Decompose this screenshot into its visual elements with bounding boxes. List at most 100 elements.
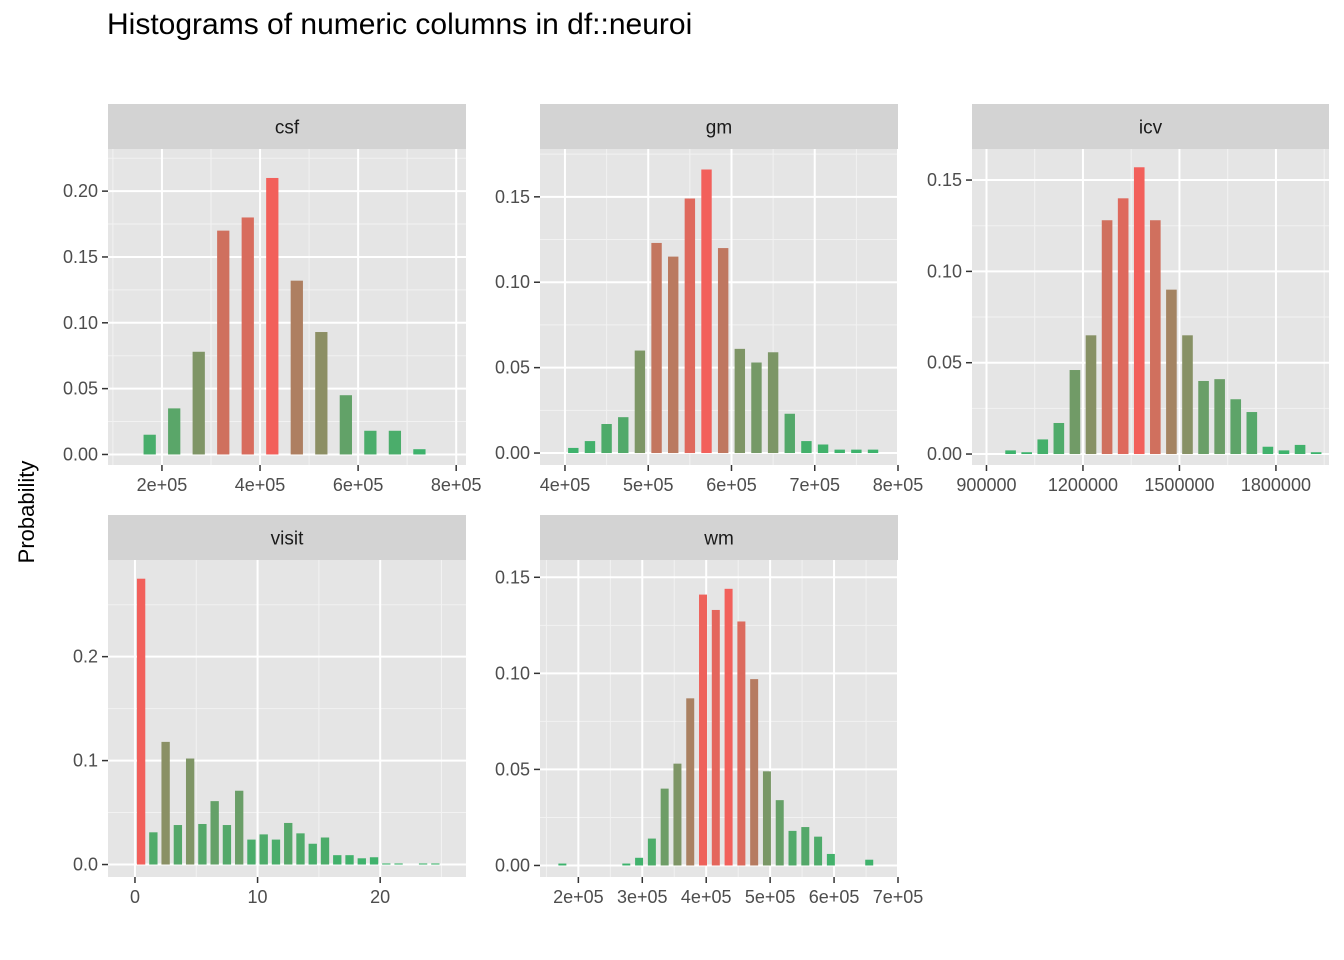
x-tick-label-csf: 4e+05 xyxy=(235,475,286,495)
bar-csf xyxy=(315,332,328,455)
bar-visit xyxy=(284,822,293,865)
bar-gm xyxy=(584,441,596,454)
y-tick-label-csf: 0.20 xyxy=(63,181,98,201)
y-tick-label-icv: 0.10 xyxy=(927,261,962,281)
y-tick-label-csf: 0.10 xyxy=(63,313,98,333)
bar-wm xyxy=(660,788,669,866)
strip-csf xyxy=(108,104,466,149)
bar-gm xyxy=(784,413,795,454)
y-tick-label-csf: 0.00 xyxy=(63,444,98,464)
bar-wm xyxy=(711,609,720,866)
y-tick-label-gm: 0.15 xyxy=(495,187,530,207)
bar-visit xyxy=(247,839,256,865)
y-tick-label-visit: 0.1 xyxy=(73,751,98,771)
bar-visit xyxy=(418,863,428,865)
bar-wm xyxy=(788,830,797,866)
y-tick-label-wm: 0.00 xyxy=(495,855,530,875)
bar-icv xyxy=(1294,444,1306,455)
bar-wm xyxy=(737,621,746,866)
bar-wm xyxy=(814,836,823,866)
y-tick-label-wm: 0.05 xyxy=(495,759,530,779)
bar-wm xyxy=(635,857,644,866)
bar-gm xyxy=(651,242,662,454)
x-tick-label-icv: 900000 xyxy=(956,475,1016,495)
y-tick-label-csf: 0.05 xyxy=(63,379,98,399)
bar-csf xyxy=(290,280,303,455)
x-tick-label-wm: 7e+05 xyxy=(873,887,924,907)
bar-visit xyxy=(259,834,268,865)
bar-wm xyxy=(622,863,631,866)
x-tick-label-gm: 5e+05 xyxy=(623,475,674,495)
bar-icv xyxy=(1278,450,1290,455)
bar-gm xyxy=(767,352,779,454)
panel-wm: wm 0.00 0.05 0.10 0.15 2e+05 3e+05 4e+05 5e+05 6e… xyxy=(495,515,923,907)
bar-gm xyxy=(701,169,712,454)
chart-title: Histograms of numeric columns in df::neu… xyxy=(107,8,693,41)
bar-gm xyxy=(851,449,862,454)
bar-csf xyxy=(241,217,254,455)
strip-label-visit: visit xyxy=(271,529,304,550)
strip-label-wm: wm xyxy=(703,529,734,550)
bar-visit xyxy=(308,843,317,865)
bar-csf xyxy=(364,430,377,455)
bar-csf xyxy=(168,408,181,455)
bar-gm xyxy=(734,348,746,454)
bar-gm xyxy=(601,424,612,454)
x-tick-label-icv: 1200000 xyxy=(1048,475,1118,495)
bar-icv xyxy=(1037,439,1049,455)
bar-wm xyxy=(826,853,835,866)
bar-gm xyxy=(684,198,696,454)
bar-wm xyxy=(750,679,759,866)
bar-icv xyxy=(1085,335,1097,455)
bar-wm xyxy=(673,763,682,866)
x-tick-label-csf: 2e+05 xyxy=(137,475,188,495)
strip-label-icv: icv xyxy=(1139,118,1163,139)
x-tick-label-wm: 3e+05 xyxy=(617,887,668,907)
bar-visit xyxy=(136,578,146,865)
y-tick-label-icv: 0.05 xyxy=(927,353,962,373)
bar-icv xyxy=(1101,220,1113,455)
x-tick-label-visit: 10 xyxy=(248,887,268,907)
bar-icv xyxy=(1198,380,1209,455)
bar-icv xyxy=(1053,422,1065,455)
bar-visit xyxy=(369,857,379,865)
bar-visit xyxy=(431,863,440,865)
bar-visit xyxy=(185,758,195,865)
bar-visit xyxy=(394,863,403,865)
bar-icv xyxy=(1021,452,1032,455)
bar-wm xyxy=(865,859,874,866)
x-tick-label-visit: 0 xyxy=(130,887,140,907)
strip-wm xyxy=(540,515,898,560)
bar-visit xyxy=(235,790,244,865)
bar-wm xyxy=(647,838,656,866)
bar-wm xyxy=(775,800,784,866)
x-tick-label-gm: 6e+05 xyxy=(706,475,757,495)
bar-icv xyxy=(1005,450,1016,455)
bar-visit xyxy=(198,823,207,865)
x-tick-label-wm: 5e+05 xyxy=(745,887,796,907)
bar-icv xyxy=(1133,167,1145,455)
bar-wm xyxy=(724,588,733,866)
bar-gm xyxy=(717,248,729,454)
bar-csf xyxy=(413,449,426,455)
bar-visit xyxy=(210,801,219,865)
bar-gm xyxy=(801,441,812,454)
bar-visit xyxy=(382,863,391,865)
bar-csf xyxy=(339,395,352,455)
panel-gm: gm 0.00 0.05 0.10 0.15 4e+05 5e+05 6e+05 7e+05 8e… xyxy=(495,104,923,495)
bar-visit xyxy=(345,855,354,865)
strip-gm xyxy=(540,104,898,149)
bar-icv xyxy=(1117,198,1129,455)
bar-gm xyxy=(834,449,845,454)
bar-visit xyxy=(222,825,232,865)
y-tick-label-icv: 0.00 xyxy=(927,444,962,464)
plot-background-csf xyxy=(108,149,466,465)
bar-visit xyxy=(333,855,342,865)
bar-gm xyxy=(867,449,879,454)
bar-gm xyxy=(634,350,646,454)
bar-wm xyxy=(699,594,708,866)
bar-wm xyxy=(686,698,695,866)
bar-visit xyxy=(149,832,158,865)
bar-gm xyxy=(751,362,762,454)
